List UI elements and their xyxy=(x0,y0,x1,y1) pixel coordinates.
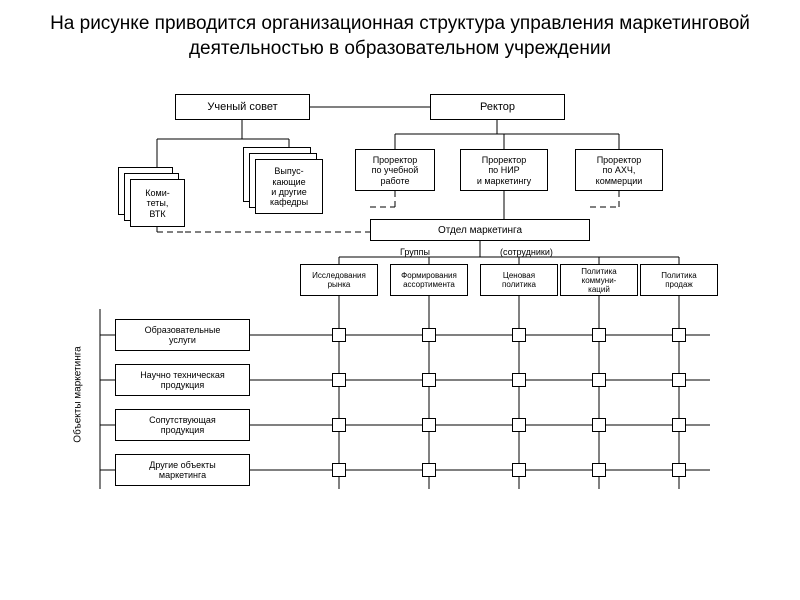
matrix-node xyxy=(592,463,606,477)
row-other: Другие объекты маркетинга xyxy=(115,454,250,486)
matrix-node xyxy=(422,373,436,387)
node-committees: Коми- теты, ВТК xyxy=(130,179,185,227)
node-prorector-nir: Проректор по НИР и маркетингу xyxy=(460,149,548,191)
matrix-node xyxy=(512,418,526,432)
matrix-node xyxy=(422,418,436,432)
matrix-node xyxy=(592,418,606,432)
groups-label-right: (сотрудники) xyxy=(500,247,553,257)
matrix-node xyxy=(332,463,346,477)
col-sales: Политика продаж xyxy=(640,264,718,296)
page-title: На рисунке приводится организационная ст… xyxy=(0,0,800,69)
matrix-node xyxy=(422,328,436,342)
node-rector: Ректор xyxy=(430,94,565,120)
matrix-node xyxy=(332,328,346,342)
col-research: Исследования рынка xyxy=(300,264,378,296)
matrix-node xyxy=(672,373,686,387)
org-chart-diagram: Ученый совет Ректор Коми- теты, ВТК Выпу… xyxy=(0,69,800,569)
matrix-node xyxy=(672,463,686,477)
matrix-node xyxy=(512,373,526,387)
matrix-node xyxy=(512,328,526,342)
col-assortment: Формирования ассортимента xyxy=(390,264,468,296)
node-departments: Выпус- кающие и другие кафедры xyxy=(255,159,323,214)
row-related: Сопутствующая продукция xyxy=(115,409,250,441)
col-price: Ценовая политика xyxy=(480,264,558,296)
node-marketing-dept: Отдел маркетинга xyxy=(370,219,590,241)
matrix-node xyxy=(332,418,346,432)
node-council: Ученый совет xyxy=(175,94,310,120)
axis-label-objects: Объекты маркетинга xyxy=(73,347,84,443)
matrix-node xyxy=(512,463,526,477)
row-edu-services: Образовательные услуги xyxy=(115,319,250,351)
groups-label-left: Группы xyxy=(400,247,430,257)
row-scitech: Научно техническая продукция xyxy=(115,364,250,396)
matrix-node xyxy=(332,373,346,387)
node-prorector-study: Проректор по учебной работе xyxy=(355,149,435,191)
node-prorector-ahc: Проректор по АХЧ, коммерции xyxy=(575,149,663,191)
matrix-node xyxy=(672,418,686,432)
matrix-node xyxy=(592,373,606,387)
matrix-node xyxy=(422,463,436,477)
matrix-node xyxy=(592,328,606,342)
matrix-node xyxy=(672,328,686,342)
col-comm: Политика коммуни- каций xyxy=(560,264,638,296)
